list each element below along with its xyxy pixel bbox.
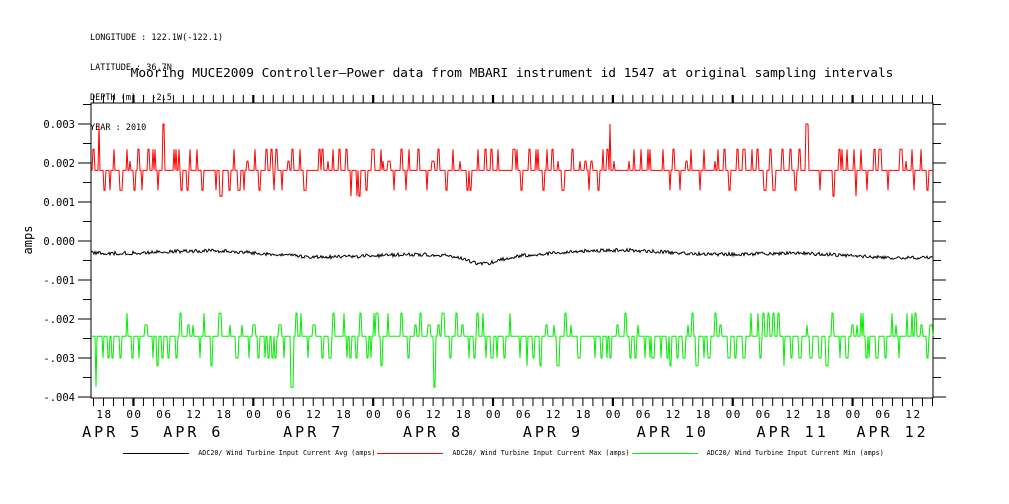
y-tick-label: -.001: [43, 275, 75, 287]
longitude-label: LONGITUDE : 122.1W(-122.1): [90, 33, 224, 43]
hour-tick-label: 06: [636, 408, 652, 421]
date-tick-label: APR 7: [283, 423, 343, 441]
hour-tick-label: 06: [396, 408, 412, 421]
hour-tick-label: 00: [726, 408, 742, 421]
y-tick-label: 0.003: [43, 119, 75, 131]
y-ticks: -.004 -.003 -.002 -.001 0.000 0.001 0.002 0.003: [43, 104, 946, 404]
x-hour-labels: 18 00 06 12 18 00 06 12 18 00 06 12 18 00 06 12 18 00 06 12…: [96, 408, 921, 421]
max-series-line: [91, 123, 933, 197]
hour-tick-label: 06: [875, 408, 891, 421]
y-tick-label: 0.001: [43, 197, 75, 209]
hour-tick-label: 12: [426, 408, 442, 421]
date-tick-label: APR 5: [82, 423, 142, 441]
max-line-swatch: [377, 452, 444, 454]
legend: ADC20/ Wind Turbine Input Current Avg (a…: [0, 449, 1009, 457]
y-tick-label: -.003: [43, 353, 75, 365]
hour-tick-label: 06: [276, 408, 292, 421]
date-tick-label: APR 6: [163, 423, 223, 441]
x-date-labels: APR 5 APR 6 APR 7 APR 8 APR 9 APR 10 APR 11 APR…: [82, 423, 928, 441]
min-series-line: [91, 312, 934, 388]
date-tick-label: APR 12: [856, 423, 928, 441]
hour-tick-label: 12: [186, 408, 202, 421]
date-tick-label: APR 10: [637, 423, 709, 441]
hour-tick-label: 00: [126, 408, 142, 421]
hour-tick-label: 06: [516, 408, 532, 421]
legend-item-max: ADC20/ Wind Turbine Input Current Max (a…: [377, 449, 631, 457]
min-line-swatch: [631, 452, 698, 454]
hour-tick-label: 12: [905, 408, 921, 421]
hour-tick-label: 12: [546, 408, 562, 421]
hour-tick-label: 00: [486, 408, 502, 421]
legend-item-avg: ADC20/ Wind Turbine Input Current Avg (a…: [123, 449, 377, 457]
hour-tick-label: 12: [786, 408, 802, 421]
hour-tick-label: 18: [696, 408, 712, 421]
avg-line-swatch: [123, 452, 190, 454]
avg-series-line: [90, 247, 934, 266]
avg-legend-label: ADC20/ Wind Turbine Input Current Avg (a…: [198, 449, 376, 457]
hour-tick-label: 12: [306, 408, 322, 421]
y-tick-label: -.004: [43, 392, 75, 404]
station-metadata: LONGITUDE : 122.1W(-122.1) LATITUDE : 36…: [90, 13, 223, 153]
hour-tick-label: 00: [606, 408, 622, 421]
y-tick-label: -.002: [43, 314, 75, 326]
year-label: YEAR : 2010: [90, 123, 147, 133]
latitude-label: LATITUDE : 36.7N: [90, 63, 172, 73]
hour-tick-label: 12: [666, 408, 682, 421]
min-legend-label: ADC20/ Wind Turbine Input Current Min (a…: [706, 449, 884, 457]
hour-tick-label: 18: [216, 408, 232, 421]
date-tick-label: APR 11: [757, 423, 829, 441]
hour-tick-label: 00: [366, 408, 382, 421]
hour-tick-label: 06: [756, 408, 772, 421]
date-tick-label: APR 9: [523, 423, 583, 441]
date-tick-label: APR 8: [403, 423, 463, 441]
hour-tick-label: 00: [246, 408, 262, 421]
x-ticks: [92, 95, 934, 406]
hour-tick-label: 00: [845, 408, 861, 421]
plot-title: Mooring MUCE2009 Controller—Power data f…: [130, 66, 894, 81]
hour-tick-label: 06: [156, 408, 172, 421]
hour-tick-label: 18: [816, 408, 832, 421]
hour-tick-label: 18: [96, 408, 112, 421]
y-tick-label: 0.000: [43, 236, 75, 248]
hour-tick-label: 18: [456, 408, 472, 421]
legend-item-min: ADC20/ Wind Turbine Input Current Min (a…: [631, 449, 886, 457]
y-tick-label: 0.002: [43, 158, 75, 170]
max-legend-label: ADC20/ Wind Turbine Input Current Max (a…: [452, 449, 630, 457]
hour-tick-label: 18: [336, 408, 352, 421]
hour-tick-label: 18: [576, 408, 592, 421]
plot-frame: [90, 102, 934, 399]
